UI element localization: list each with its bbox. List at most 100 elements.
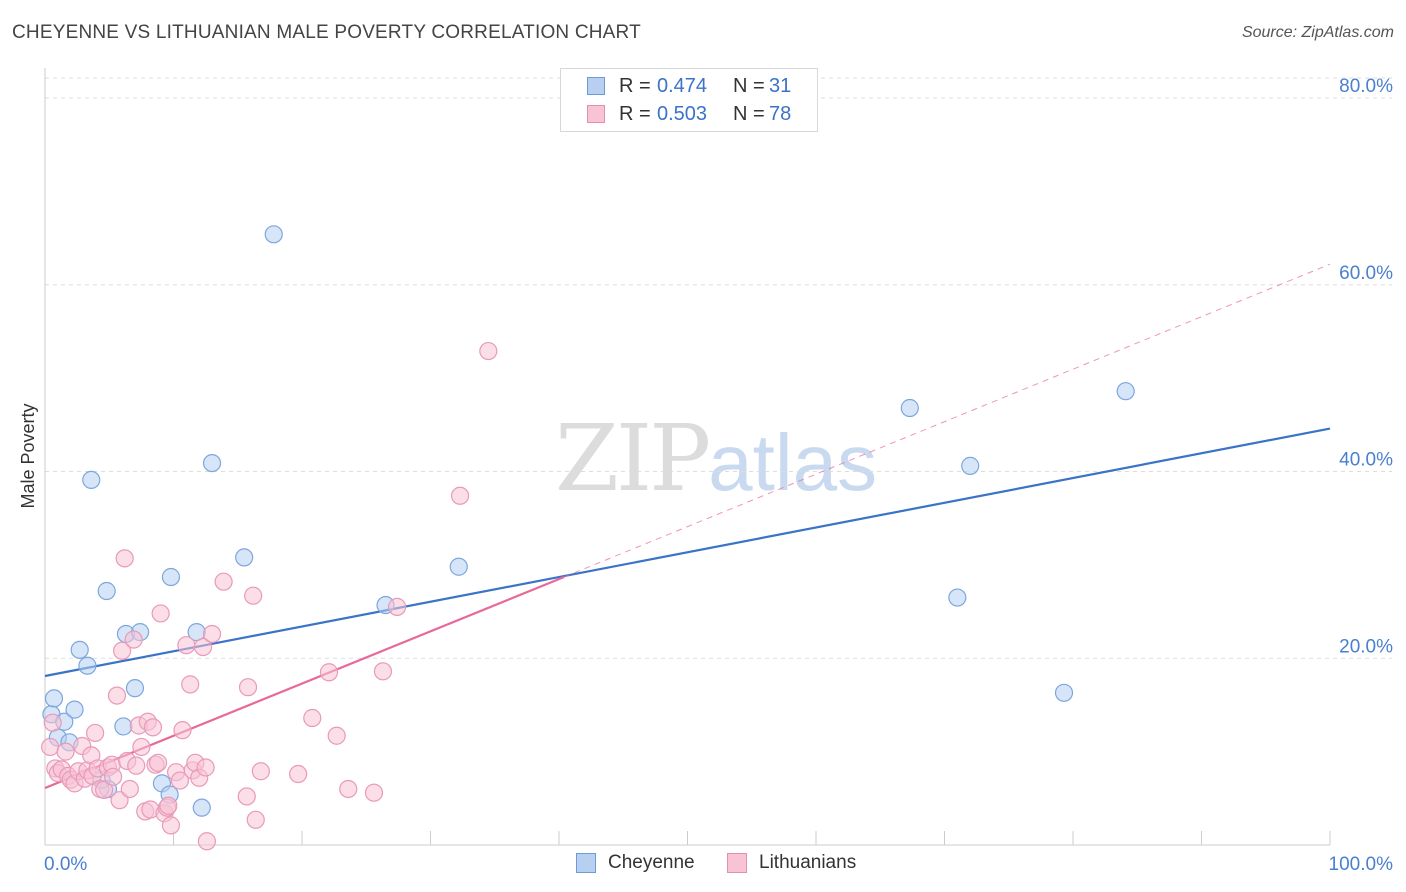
legend-r-value: 0.503 (657, 102, 708, 125)
cheyenne-point (1116, 382, 1135, 401)
cheyenne-point (70, 640, 89, 659)
cheyenne-point (82, 470, 101, 490)
cheyenne-point (948, 588, 967, 607)
lithuanian-point (161, 816, 181, 835)
lithuanian-point (246, 810, 265, 829)
lithuanian-point (197, 832, 217, 851)
trend-lines (44, 263, 1331, 790)
bottom-legend-swatch-lithuanians (727, 853, 747, 873)
lithuanian-point (43, 713, 62, 732)
watermark-atlas: atlas (708, 418, 878, 507)
lithuanian-point (177, 636, 196, 655)
cheyenne-point (900, 398, 919, 418)
lithuanian-point (143, 718, 163, 737)
lithuanian-point (41, 737, 60, 757)
lithuanian-point (364, 783, 384, 802)
legend-n-label: N = (733, 102, 765, 125)
y-axis-label: Male Poverty (18, 403, 38, 508)
lithuanian-point (289, 764, 308, 784)
lithuanian-point (170, 771, 190, 790)
lithuanian-point (238, 678, 258, 697)
cheyenne-point (97, 581, 116, 601)
x-tick-label-min: 0.0% (44, 854, 87, 875)
lithuanian-point (237, 787, 256, 806)
y-tick-label: 20.0% (1339, 636, 1393, 657)
grid-lines (45, 77, 1392, 659)
lithuanian-point (56, 742, 75, 761)
lithuanian-point (95, 780, 114, 800)
chart-title: CHEYENNE VS LITHUANIAN MALE POVERTY CORR… (12, 22, 641, 43)
legend-r-label: R = (619, 74, 651, 97)
cheyenne-point (65, 700, 84, 719)
bottom-legend: Cheyenne Lithuanians (0, 852, 1406, 878)
cheyenne-point (114, 717, 133, 736)
cheyenne-point (449, 557, 468, 576)
lithuanian-point (303, 708, 322, 728)
lithuanian-point (251, 762, 270, 781)
cheyenne-point (44, 689, 64, 708)
tick-labels: 20.0% 40.0% 60.0% 80.0% 0.0% 100.0% (44, 76, 1393, 875)
cheyenne-point (78, 656, 97, 675)
bottom-legend-lithuanians: Lithuanians (727, 852, 856, 874)
legend-swatch-cheyenne (587, 77, 605, 95)
lithuanian-point (115, 549, 134, 568)
lithuanian-point (319, 663, 339, 682)
bottom-legend-label-cheyenne: Cheyenne (608, 852, 695, 873)
legend-r-label: R = (619, 102, 651, 125)
lithuanian-point (479, 341, 498, 361)
legend-n-label: N = (733, 74, 765, 97)
lithuanian-point (244, 586, 263, 605)
watermark-zip: ZIP (555, 405, 711, 512)
y-tick-label: 80.0% (1339, 76, 1393, 97)
legend-r-value: 0.474 (657, 74, 708, 97)
lithuanian-point (112, 641, 132, 660)
lithuanian-point (151, 604, 170, 623)
cheyenne-point (235, 548, 254, 567)
axes (44, 68, 1331, 846)
legend: R = 0.474 N = 31 R = 0.503 N = 78 (560, 68, 818, 132)
legend-n-value: 78 (769, 102, 792, 125)
cheyenne-point (202, 453, 222, 473)
x-tick-label-max: 100.0% (1329, 854, 1394, 875)
lithuanian-point (450, 486, 470, 505)
lithuanian-point (387, 597, 407, 616)
bottom-legend-label-lithuanians: Lithuanians (759, 852, 857, 873)
cheyenne-point (264, 225, 283, 244)
lithuanian-point (202, 624, 222, 644)
lithuanian-point (107, 686, 127, 705)
legend-row-lithuanians: R = 0.503 N = 78 (587, 101, 791, 127)
lithuanian-point (132, 737, 151, 757)
data-points (41, 225, 1135, 851)
bottom-legend-cheyenne: Cheyenne (576, 852, 695, 874)
watermark: ZIPatlas (555, 405, 877, 512)
lithuanian-point (120, 779, 139, 799)
cheyenne-trend-line (44, 427, 1331, 678)
legend-swatch-lithuanians (587, 105, 605, 123)
lithuanian-point (104, 767, 123, 786)
bottom-legend-swatch-cheyenne (576, 853, 596, 873)
lithuanian-trend-extension (563, 263, 1331, 578)
cheyenne-point (161, 567, 181, 587)
legend-n-value: 31 (769, 74, 792, 97)
lithuanian-point (196, 758, 215, 777)
lithuanian-point (110, 791, 129, 810)
y-tick-label: 60.0% (1339, 263, 1393, 284)
cheyenne-point (125, 679, 145, 698)
lithuanian-point (127, 756, 146, 775)
legend-row-cheyenne: R = 0.474 N = 31 (587, 73, 791, 99)
lithuanian-point (181, 675, 200, 694)
lithuanian-trend-line (44, 575, 565, 790)
lithuanian-point (339, 779, 358, 799)
lithuanian-point (124, 630, 143, 649)
lithuanian-point (214, 572, 233, 591)
y-tick-label: 40.0% (1339, 450, 1393, 471)
lithuanian-point (193, 637, 213, 657)
lithuanian-point (86, 723, 105, 743)
lithuanian-point (173, 721, 192, 740)
cheyenne-point (1054, 683, 1074, 702)
lithuanian-point (373, 662, 393, 681)
cheyenne-point (192, 798, 211, 817)
lithuanian-point (148, 753, 168, 772)
cheyenne-point (961, 456, 980, 475)
